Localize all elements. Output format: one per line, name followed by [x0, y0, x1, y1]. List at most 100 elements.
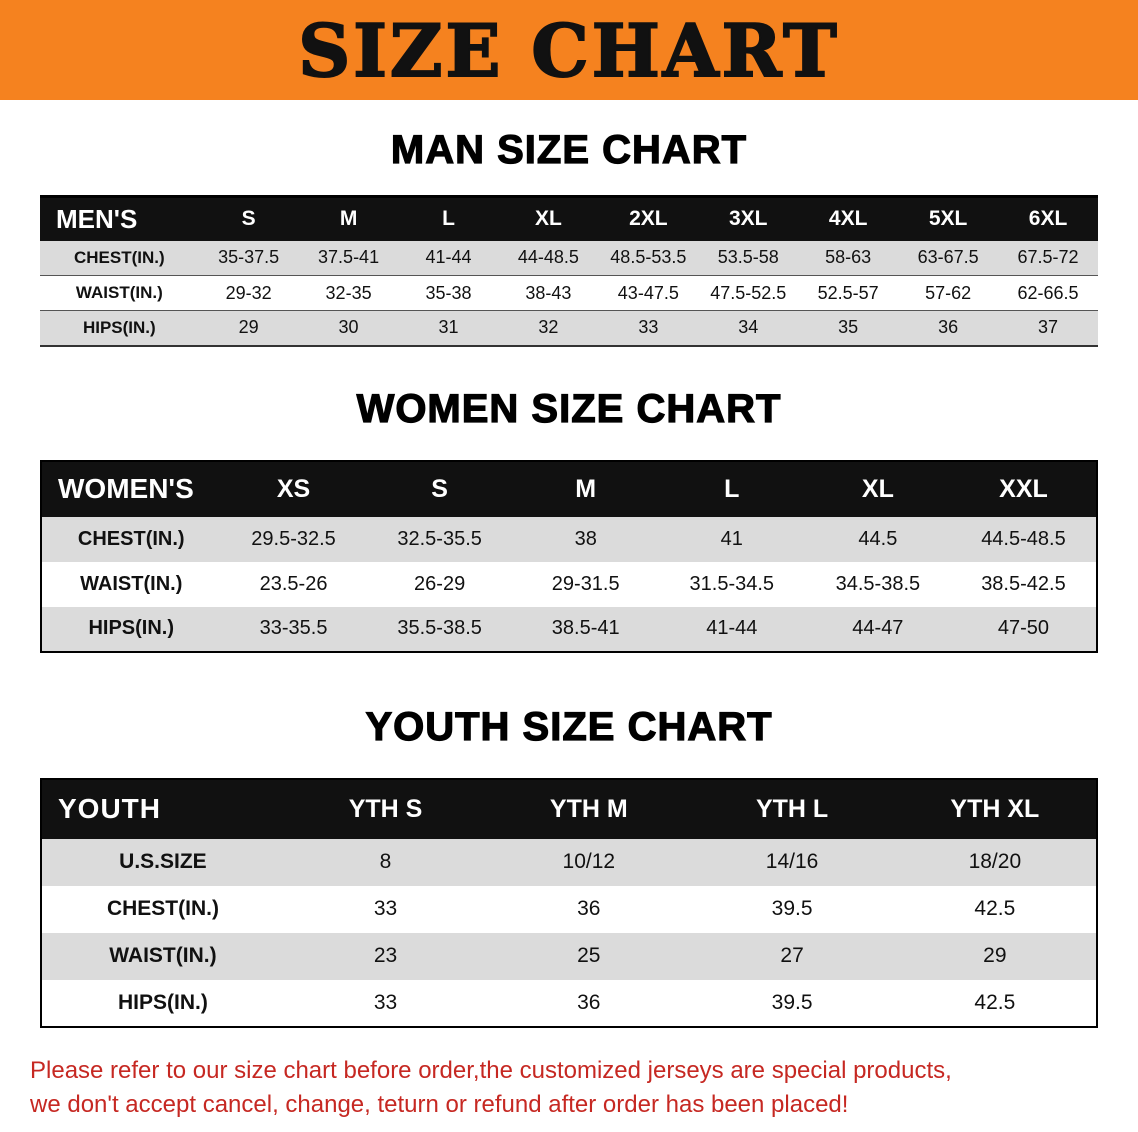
- size-value-cell: 35.5-38.5: [397, 617, 482, 639]
- size-value-cell: 33: [373, 990, 398, 1014]
- size-value-cell: 33: [373, 897, 398, 920]
- size-value-cell: 23.5-26: [259, 572, 328, 595]
- size-column-header: XL: [498, 196, 599, 241]
- banner: SIZE CHART: [0, 0, 1138, 100]
- size-column-header: XL: [804, 460, 951, 517]
- row-label: HIPS(IN.): [82, 317, 156, 337]
- size-value-cell: 62-66.5: [1017, 282, 1079, 303]
- size-value-cell: 29: [983, 944, 1007, 967]
- size-value-cell: 47-50: [997, 617, 1050, 639]
- row-label: CHEST(IN.): [77, 527, 185, 550]
- size-value-cell: 32-35: [325, 282, 372, 303]
- size-value-cell: 67.5-72: [1017, 247, 1079, 268]
- size-column-header: YTH M: [487, 778, 691, 839]
- size-value-cell: 25: [577, 944, 601, 967]
- table-title: YOUTH: [41, 778, 284, 839]
- measurement-row: HIPS(IN.) 33-35.5 35.5-38.5 38.5-41 41-44 44-…: [41, 606, 1097, 652]
- size-value-cell: 33: [638, 317, 659, 338]
- size-value-cell: 52.5-57: [817, 282, 879, 303]
- row-label: CHEST(IN.): [74, 247, 165, 267]
- women-size-table: WOMEN'S XS S M L XL XXL CHEST(IN.) 29.5-32.5 32.5…: [40, 459, 1098, 653]
- row-label: U.S.SIZE: [119, 850, 207, 873]
- size-value-cell: 14/16: [765, 850, 819, 873]
- size-value-cell: 34.5-38.5: [835, 572, 921, 595]
- size-column-header: 4XL: [798, 196, 899, 241]
- size-value-cell: 38.5-41: [551, 617, 620, 639]
- size-value-cell: 38.5-42.5: [981, 572, 1066, 595]
- size-column-header: L: [398, 196, 499, 241]
- size-value-cell: 34: [738, 317, 759, 338]
- measurement-row: WAIST(IN.) 23.5-26 26-29 29-31.5 31.5-34.5 34…: [41, 561, 1097, 607]
- size-value-cell: 29.5-32.5: [251, 527, 336, 550]
- size-column-header: XXL: [950, 460, 1097, 517]
- size-column-header: YTH S: [283, 778, 488, 839]
- size-value-cell: 38: [574, 527, 597, 550]
- size-value-cell: 41: [720, 527, 743, 550]
- size-column-header: M: [512, 460, 659, 517]
- measurement-row: U.S.SIZE 8 10/12 14/16 18/20: [41, 838, 1097, 886]
- size-column-header: 6XL: [998, 196, 1098, 241]
- size-value-cell: 32.5-35.5: [397, 527, 482, 550]
- footer-note-line2: we don't accept cancel, change, teturn o…: [30, 1091, 849, 1119]
- size-value-cell: 8: [379, 850, 392, 873]
- size-value-cell: 42.5: [974, 990, 1016, 1014]
- table-title: MEN'S: [40, 196, 199, 241]
- size-value-cell: 53.5-58: [717, 247, 779, 268]
- measurement-row: CHEST(IN.) 29.5-32.5 32.5-35.5 38 41 44.5 44.5…: [41, 516, 1097, 562]
- size-value-cell: 33-35.5: [259, 617, 328, 639]
- size-column-header: 2XL: [598, 196, 699, 241]
- measurement-row: HIPS(IN.) 33 36 39.5 42.5: [41, 979, 1097, 1027]
- size-value-cell: 35: [838, 317, 859, 338]
- size-value-cell: 36: [577, 990, 601, 1014]
- measurement-row: HIPS(IN.) 29 30 31 32 33 34 35 36 37: [40, 310, 1098, 346]
- row-label: WAIST(IN.): [75, 283, 163, 302]
- size-column-header: 3XL: [698, 196, 799, 241]
- size-value-cell: 35-37.5: [218, 247, 280, 268]
- size-value-cell: 18/20: [968, 850, 1022, 873]
- size-value-cell: 42.5: [974, 897, 1016, 920]
- size-column-header: M: [298, 196, 399, 241]
- footer-note-line1: Please refer to our size chart before or…: [30, 1056, 952, 1084]
- size-value-cell: 29-32: [225, 282, 272, 303]
- measurement-row: CHEST(IN.) 33 36 39.5 42.5: [41, 885, 1097, 933]
- size-value-cell: 36: [577, 897, 601, 920]
- size-column-header: 5XL: [898, 196, 999, 241]
- size-value-cell: 44-47: [852, 617, 904, 639]
- banner-title: SIZE CHART: [297, 7, 840, 94]
- women-section-heading: WOMEN SIZE CHART: [356, 386, 782, 431]
- size-value-cell: 44-48.5: [517, 247, 579, 268]
- men-size-table: MEN'S S M L XL 2XL 3XL 4XL 5XL 6XL CHEST(IN.) 35-37…: [40, 195, 1098, 347]
- size-value-cell: 44.5: [858, 527, 898, 550]
- size-value-cell: 35-38: [425, 282, 472, 303]
- men-section-heading: MAN SIZE CHART: [390, 127, 748, 172]
- size-value-cell: 26-29: [414, 572, 466, 595]
- youth-size-table: YOUTH YTH S YTH M YTH L YTH XL U.S.SIZE 8 10/12…: [40, 777, 1098, 1028]
- header-row: MEN'S S M L XL 2XL 3XL 4XL 5XL 6XL: [40, 196, 1098, 241]
- row-label: HIPS(IN.): [118, 990, 208, 1014]
- size-value-cell: 32: [538, 317, 559, 338]
- size-value-cell: 29-31.5: [551, 572, 620, 595]
- size-value-cell: 37.5-41: [318, 247, 380, 268]
- size-column-header: L: [658, 460, 805, 517]
- size-value-cell: 37: [1038, 317, 1059, 338]
- size-column-header: YTH XL: [893, 778, 1097, 839]
- size-value-cell: 39.5: [771, 897, 813, 920]
- size-value-cell: 27: [780, 944, 804, 967]
- header-row: YOUTH YTH S YTH M YTH L YTH XL: [41, 778, 1097, 839]
- size-value-cell: 30: [338, 317, 359, 338]
- row-label: CHEST(IN.): [106, 897, 219, 920]
- youth-section-heading: YOUTH SIZE CHART: [365, 704, 773, 749]
- measurement-row: WAIST(IN.) 29-32 32-35 35-38 38-43 43-47.5 47.…: [40, 275, 1098, 311]
- row-label: WAIST(IN.): [80, 572, 183, 595]
- size-value-cell: 39.5: [771, 990, 813, 1014]
- size-value-cell: 48.5-53.5: [610, 247, 687, 268]
- row-label: WAIST(IN.): [109, 944, 217, 967]
- size-value-cell: 47.5-52.5: [710, 282, 787, 303]
- size-value-cell: 38-43: [525, 282, 572, 303]
- size-value-cell: 31: [438, 317, 459, 338]
- size-value-cell: 44.5-48.5: [981, 527, 1066, 550]
- size-value-cell: 58-63: [825, 247, 872, 268]
- measurement-row: WAIST(IN.) 23 25 27 29: [41, 932, 1097, 980]
- size-value-cell: 63-67.5: [917, 247, 979, 268]
- size-value-cell: 36: [938, 317, 959, 338]
